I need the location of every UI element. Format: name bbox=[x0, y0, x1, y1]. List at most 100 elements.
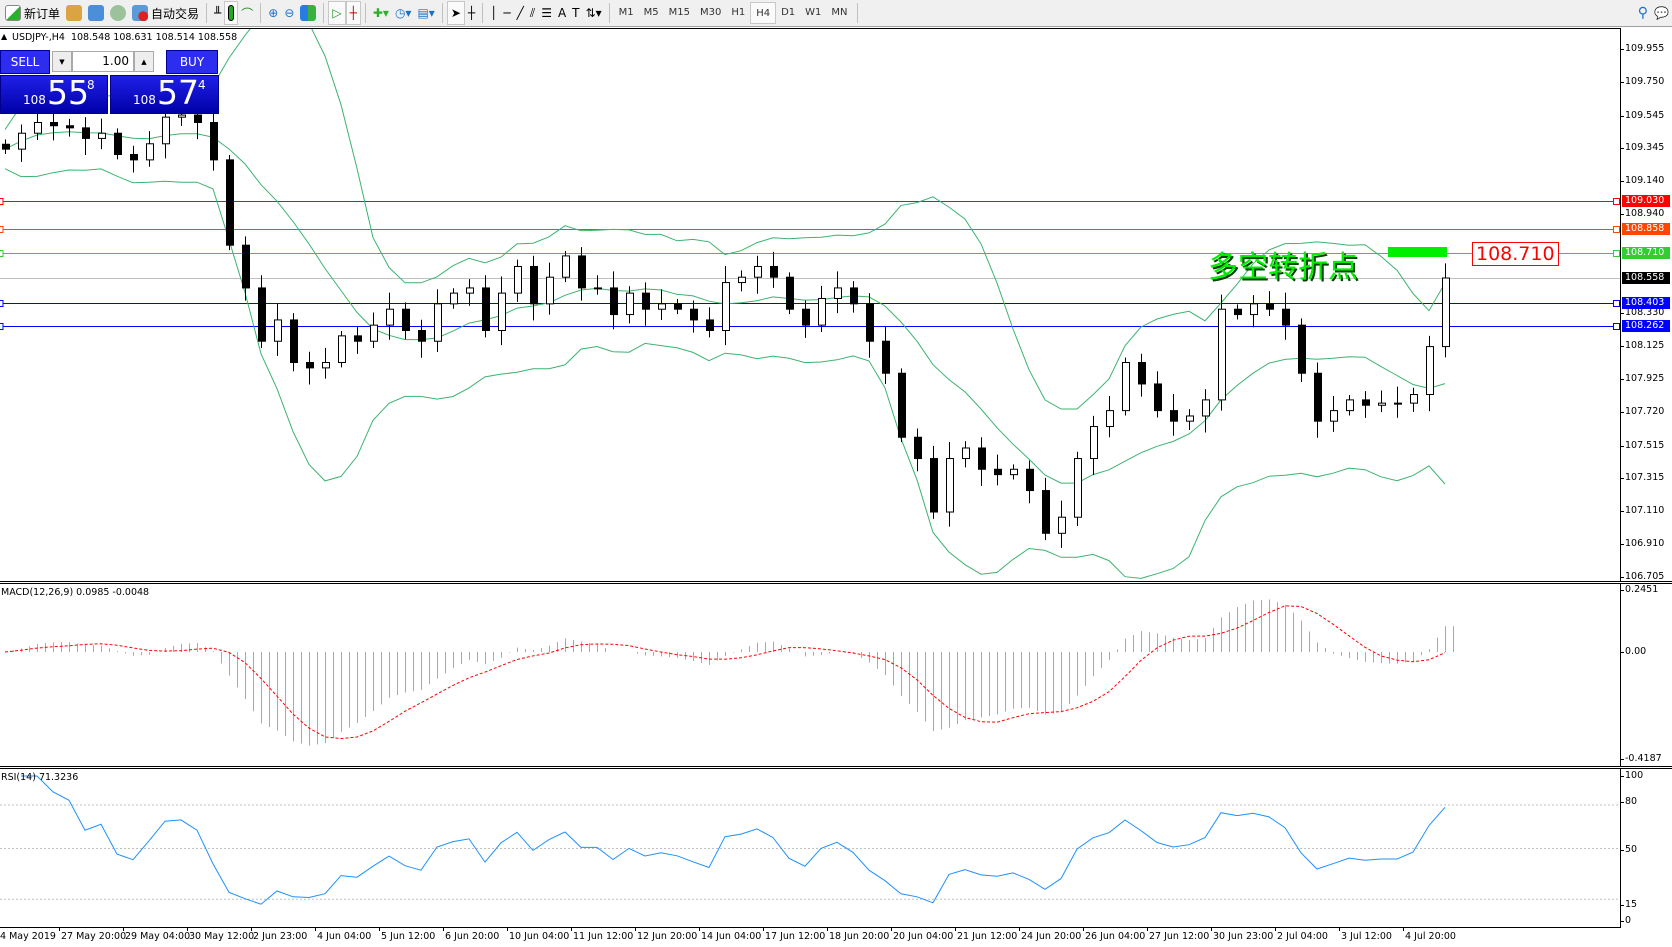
candle-body bbox=[226, 159, 234, 246]
candle bbox=[114, 128, 122, 160]
price-axis[interactable]: 109.955 109.750 109.545 109.345 109.140 108.9… bbox=[1620, 28, 1672, 582]
tile-windows-button[interactable] bbox=[297, 1, 319, 25]
templates-button[interactable]: ▤▾ bbox=[414, 1, 437, 25]
collapse-icon[interactable]: ▲ bbox=[1, 32, 8, 41]
auto-trading-button[interactable]: 自动交易 bbox=[129, 1, 202, 25]
candle-body bbox=[178, 114, 186, 118]
periods-button[interactable]: ◷▾ bbox=[392, 1, 415, 25]
candle bbox=[466, 279, 474, 306]
time-axis-label: 27 May 20:00 bbox=[61, 931, 127, 942]
time-tick bbox=[123, 928, 124, 931]
chat-icon: 💬 bbox=[1654, 6, 1669, 20]
equidistant-channel-button[interactable]: ⫽ bbox=[527, 1, 538, 25]
time-axis-label: 14 Jun 04:00 bbox=[701, 931, 762, 942]
turning-point-annotation[interactable]: 多空转折点 bbox=[1208, 250, 1358, 285]
time-tick bbox=[891, 928, 892, 931]
time-axis-label: 10 Jun 04:00 bbox=[509, 931, 570, 942]
autoscroll-button[interactable]: ┼ bbox=[345, 1, 361, 25]
text-button[interactable]: A bbox=[555, 1, 569, 25]
candle bbox=[1170, 394, 1178, 436]
candle bbox=[1058, 500, 1066, 548]
bar-chart-button[interactable]: ╨ bbox=[211, 1, 224, 25]
new-order-button[interactable]: 新订单 bbox=[2, 1, 63, 25]
text-label-button[interactable]: T bbox=[569, 1, 582, 25]
vertical-line-icon: │ bbox=[490, 6, 498, 20]
line-chart-icon: ⌒ bbox=[241, 6, 254, 21]
timeframe-mn[interactable]: MN bbox=[831, 7, 848, 18]
line-handle bbox=[1613, 198, 1620, 205]
line-handle bbox=[0, 250, 4, 257]
candle-body bbox=[706, 319, 714, 331]
price-axis-tick: 108.940 bbox=[1620, 207, 1665, 219]
chart-shift-button[interactable]: ▷ bbox=[328, 1, 346, 25]
indicators-button[interactable]: ✚▾ bbox=[370, 1, 392, 25]
cursor-button[interactable]: ➤ bbox=[446, 1, 465, 25]
trendline-icon: ╱ bbox=[516, 6, 524, 20]
fibonacci-button[interactable]: ☰ bbox=[538, 1, 555, 25]
candle-body bbox=[402, 308, 410, 331]
sell-button[interactable]: SELL bbox=[0, 50, 50, 74]
market-watch-icon bbox=[88, 5, 105, 21]
timeframe-m30[interactable]: M30 bbox=[699, 7, 722, 18]
history-button[interactable] bbox=[63, 1, 85, 25]
candle bbox=[1074, 451, 1082, 526]
lot-increase-button[interactable]: ▲ bbox=[134, 51, 154, 72]
timeframe-h4[interactable]: H4 bbox=[750, 2, 777, 24]
candle-body bbox=[18, 132, 26, 150]
crosshair-icon: ┼ bbox=[467, 6, 476, 20]
macd-panel[interactable]: MACD(12,26,9) 0.0985 -0.0048 bbox=[0, 584, 1621, 766]
candle-body bbox=[1266, 303, 1274, 310]
templates-icon: ▤▾ bbox=[417, 6, 435, 20]
candle bbox=[1042, 477, 1050, 541]
market-watch-button[interactable] bbox=[85, 1, 107, 25]
timeframe-m5[interactable]: M5 bbox=[643, 7, 659, 18]
time-axis-label: 21 Jun 12:00 bbox=[957, 931, 1018, 942]
timeframe-d1[interactable]: D1 bbox=[781, 7, 796, 18]
timeframe-m1[interactable]: M1 bbox=[618, 7, 634, 18]
time-tick bbox=[635, 928, 636, 931]
candle-body bbox=[130, 154, 138, 161]
signals-button[interactable] bbox=[107, 1, 129, 25]
timeframe-w1[interactable]: W1 bbox=[805, 7, 822, 18]
candle-body bbox=[1010, 468, 1018, 476]
horizontal-line-icon: ─ bbox=[503, 6, 511, 20]
candle bbox=[978, 437, 986, 486]
timeframe-h1[interactable]: H1 bbox=[731, 7, 746, 18]
candle-body bbox=[738, 276, 746, 284]
vertical-line-button[interactable]: │ bbox=[487, 1, 500, 25]
chat-button[interactable]: 💬 bbox=[1651, 1, 1672, 25]
candlestick-button[interactable] bbox=[224, 1, 239, 25]
price-chart[interactable]: USDJPY-,H4 108.548 108.631 108.514 108.5… bbox=[0, 28, 1621, 581]
timeframe-m15[interactable]: M15 bbox=[668, 7, 690, 18]
new-order-icon bbox=[5, 5, 21, 21]
candle-body bbox=[418, 330, 426, 342]
buy-button[interactable]: BUY bbox=[166, 50, 218, 74]
candle bbox=[818, 285, 826, 332]
ask-price[interactable]: 108 57 4 bbox=[110, 73, 219, 114]
time-axis-label: 4 Jul 20:00 bbox=[1405, 931, 1456, 942]
candle bbox=[450, 288, 458, 309]
candle bbox=[226, 155, 234, 251]
lot-decrease-button[interactable]: ▼ bbox=[52, 51, 72, 72]
line-chart-button[interactable]: ⌒ bbox=[238, 1, 256, 25]
candle-body bbox=[1314, 372, 1322, 422]
candle-body bbox=[242, 244, 250, 289]
candle-body bbox=[530, 265, 538, 305]
bid-price[interactable]: 108 55 8 bbox=[0, 73, 108, 114]
price-label-box[interactable]: 108.710 bbox=[1472, 242, 1559, 266]
crosshair-button[interactable]: ┼ bbox=[465, 1, 478, 25]
price-line-label: 109.030 bbox=[1622, 194, 1670, 207]
candle-body bbox=[658, 303, 666, 310]
price-axis-tick: 107.515 bbox=[1620, 439, 1665, 451]
rsi-panel[interactable]: RSI(14) 71.3236 bbox=[0, 769, 1621, 928]
lot-size-input[interactable]: 1.00 bbox=[72, 51, 134, 72]
time-axis-label: 5 Jun 12:00 bbox=[381, 931, 436, 942]
arrows-button[interactable]: ⇅▾ bbox=[583, 1, 605, 25]
time-axis-label: 24 May 2019 bbox=[0, 931, 56, 942]
trendline-button[interactable]: ╱ bbox=[514, 1, 527, 25]
auto-trading-icon bbox=[132, 5, 149, 21]
search-button[interactable]: ⚲ bbox=[1635, 1, 1651, 25]
horizontal-line-button[interactable]: ─ bbox=[500, 1, 513, 25]
zoom-out-button[interactable]: ⊖ bbox=[281, 1, 297, 25]
zoom-in-button[interactable]: ⊕ bbox=[265, 1, 281, 25]
